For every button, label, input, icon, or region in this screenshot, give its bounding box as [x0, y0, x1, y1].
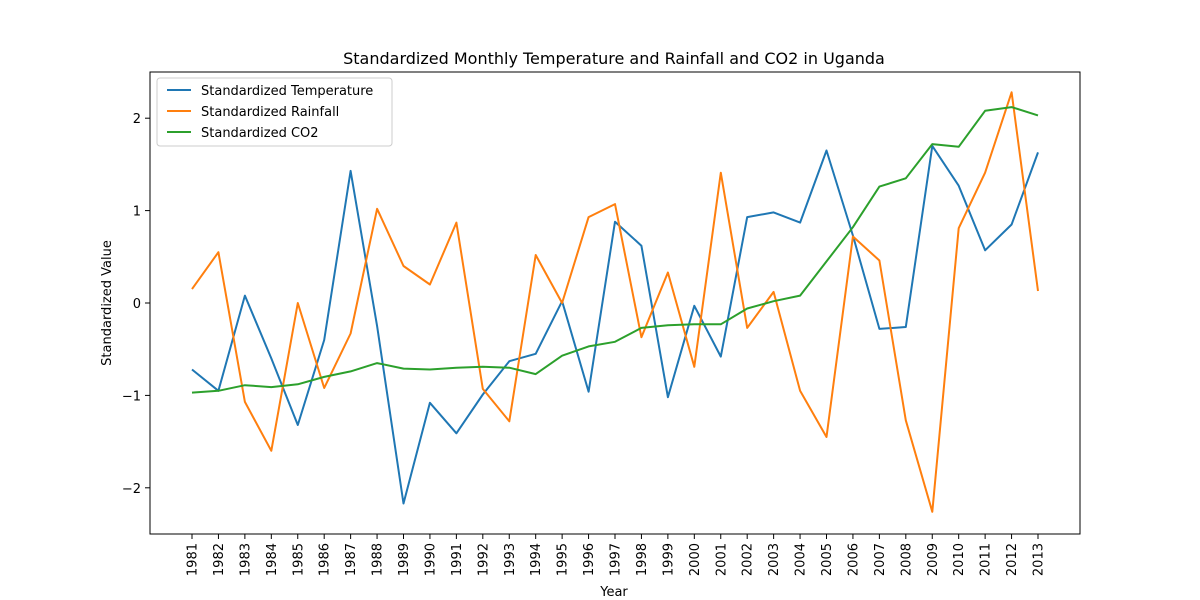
- x-tick-label: 2007: [873, 543, 888, 576]
- x-tick-label: 1992: [476, 543, 491, 576]
- legend-label: Standardized Temperature: [201, 84, 373, 99]
- y-axis-label: Standardized Value: [100, 240, 115, 366]
- x-tick-label: 1987: [344, 543, 359, 576]
- series-line: [191, 91, 1039, 513]
- x-tick-label: 1984: [265, 543, 280, 576]
- series-line: [191, 144, 1039, 505]
- x-tick-label: 2000: [688, 543, 703, 576]
- x-tick-label: 1989: [397, 543, 412, 576]
- x-tick-label: 1981: [186, 543, 201, 576]
- x-tick-label: 1986: [318, 543, 333, 576]
- x-tick-label: 2010: [952, 543, 967, 576]
- x-axis-label: Year: [599, 585, 628, 600]
- x-tick-label: 2008: [899, 543, 914, 576]
- x-tick-label: 2013: [1032, 543, 1047, 576]
- x-tick-label: 1998: [635, 543, 650, 576]
- x-tick-label: 2001: [714, 543, 729, 576]
- x-tick-label: 1991: [450, 543, 465, 576]
- y-tick-label: 1: [133, 205, 141, 220]
- y-tick-label: −2: [122, 482, 141, 497]
- x-tick-label: 1985: [291, 543, 306, 576]
- x-tick-label: 1997: [609, 543, 624, 576]
- x-tick-label: 2003: [767, 543, 782, 576]
- legend-box: [156, 77, 393, 147]
- x-axis: 1981 1982 1983 1984 1985 1986 1987 1988 1989 1990…: [186, 534, 1047, 576]
- x-tick-label: 2009: [926, 543, 941, 576]
- x-tick-label: 1999: [661, 543, 676, 576]
- y-tick-label: −1: [122, 389, 141, 404]
- x-tick-label: 2012: [1005, 543, 1020, 576]
- x-tick-label: 1993: [503, 543, 518, 576]
- legend: Standardized Temperature Standardized Rai…: [156, 77, 393, 147]
- chart-title: Standardized Monthly Temperature and Rai…: [343, 49, 885, 68]
- x-tick-label: 2004: [794, 543, 809, 576]
- y-axis: −2 −1 0 1 2: [122, 112, 150, 497]
- x-tick-label: 1982: [212, 543, 227, 576]
- series-lines: [191, 91, 1039, 513]
- x-tick-label: 1990: [423, 543, 438, 576]
- x-tick-label: 1983: [238, 543, 253, 576]
- legend-label: Standardized CO2: [201, 126, 319, 141]
- x-tick-label: 1995: [556, 543, 571, 576]
- x-tick-label: 1996: [582, 543, 597, 576]
- y-tick-label: 0: [133, 297, 141, 312]
- x-tick-label: 2011: [979, 543, 994, 576]
- y-tick-label: 2: [133, 112, 141, 127]
- series-line: [191, 106, 1039, 394]
- x-tick-label: 1994: [529, 543, 544, 576]
- legend-label: Standardized Rainfall: [201, 105, 339, 120]
- x-tick-label: 2005: [820, 543, 835, 576]
- x-tick-label: 1988: [371, 543, 386, 576]
- x-tick-label: 2002: [741, 543, 756, 576]
- x-tick-label: 2006: [846, 543, 861, 576]
